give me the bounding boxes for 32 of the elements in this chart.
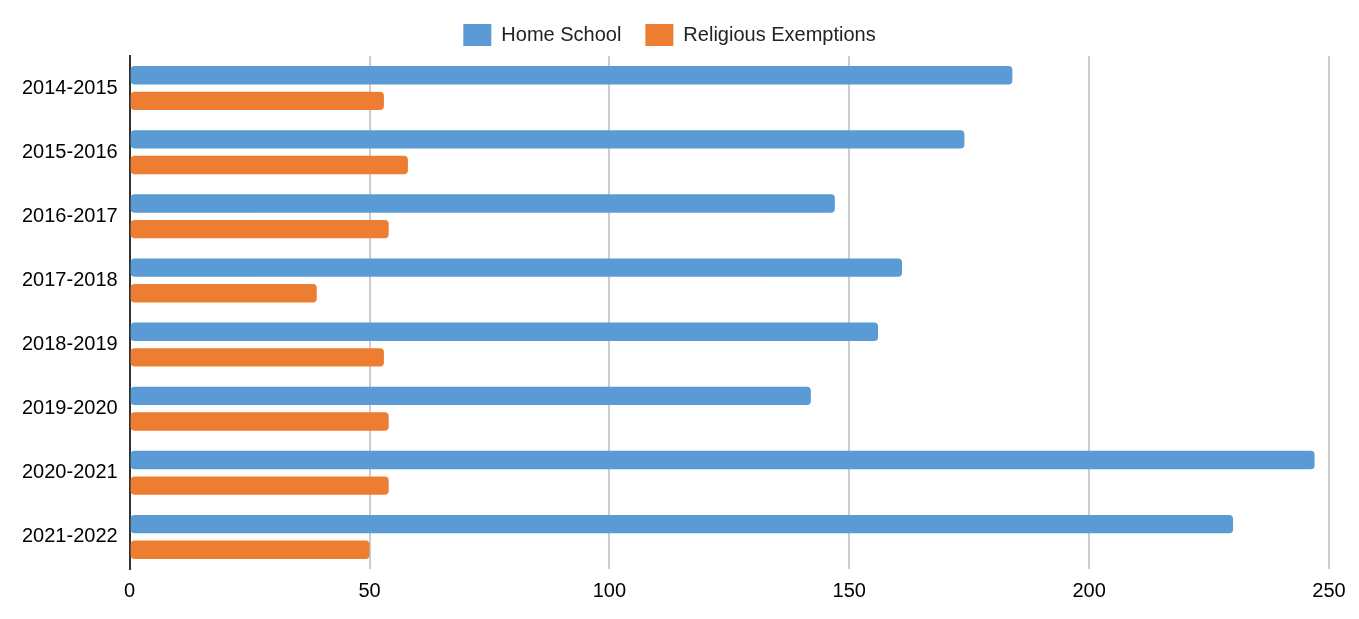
bar [130, 514, 1234, 534]
bar [130, 91, 384, 111]
bar [130, 66, 1013, 85]
y-tick-label: 2019-2020 [21, 396, 118, 419]
x-tick-label: 150 [832, 578, 866, 601]
bar [130, 348, 384, 367]
y-tick-label: 2017-2018 [21, 267, 118, 290]
y-tick-label: 2021-2022 [21, 524, 118, 547]
bar [130, 540, 370, 559]
y-tick-label: 2015-2016 [21, 139, 118, 162]
bar [130, 412, 389, 431]
x-tick-label: 200 [1072, 578, 1106, 601]
bar [130, 258, 903, 277]
x-tick-label: 250 [1312, 578, 1346, 601]
bar [130, 450, 1315, 470]
legend-label: Home School [501, 22, 622, 45]
bar [130, 476, 389, 495]
y-tick-label: 2018-2019 [21, 332, 118, 355]
x-tick-label: 50 [358, 578, 381, 601]
y-tick-label: 2020-2021 [21, 460, 118, 483]
bar [130, 130, 965, 149]
x-tick-label: 0 [124, 578, 136, 601]
x-tick-label: 100 [592, 578, 627, 601]
y-tick-label: 2014-2015 [21, 75, 118, 98]
bar [130, 194, 835, 213]
bar [130, 219, 389, 239]
bar [130, 155, 408, 175]
legend-label: Religious Exemptions [683, 22, 876, 45]
bar [130, 284, 317, 303]
bar [130, 386, 811, 406]
y-tick-label: 2016-2017 [21, 203, 118, 226]
bar [130, 322, 879, 341]
